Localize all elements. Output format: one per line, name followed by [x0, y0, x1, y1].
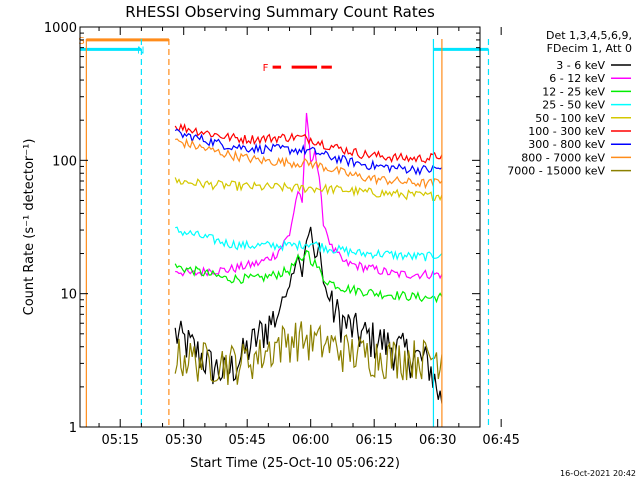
legend-label: 6 - 12 keV [549, 72, 605, 85]
series-line-7 [175, 137, 443, 190]
vline-layer [85, 39, 490, 427]
annotation-label: S [78, 36, 84, 47]
x-tick-label: 06:30 [419, 433, 456, 448]
annotation-layer: S N F [78, 36, 489, 74]
annotation-label: F [263, 63, 269, 74]
legend-label: 800 - 7000 keV [521, 151, 605, 164]
legend-label: 300 - 800 keV [528, 138, 605, 151]
annotation-label: N [137, 45, 144, 56]
legend: Det 1,3,4,5,6,9,FDecim 1, Att 0 3 - 6 keV… [507, 29, 632, 178]
series-layer [174, 112, 443, 404]
series-line-5 [174, 122, 443, 164]
x-tick-label: 05:30 [165, 433, 202, 448]
x-tick-label: 06:45 [482, 433, 519, 448]
legend-label: 12 - 25 keV [542, 85, 605, 98]
y-tick-label: 1000 [44, 21, 77, 36]
series-line-2 [174, 249, 443, 304]
y-tick-label: 1 [69, 421, 77, 436]
y-tick-label: 100 [52, 154, 77, 169]
x-tick-label: 05:15 [101, 433, 138, 448]
y-axis-label: Count Rate (s⁻¹ detector⁻¹) [22, 139, 37, 316]
legend-header: Det 1,3,4,5,6,9, [546, 29, 632, 42]
x-tick-label: 05:45 [228, 433, 265, 448]
legend-header: FDecim 1, Att 0 [547, 42, 632, 55]
legend-label: 50 - 100 keV [535, 112, 605, 125]
plot-frame [79, 26, 481, 428]
x-axis-label: Start Time (25-Oct-10 05:06:22) [190, 456, 400, 471]
footer-timestamp: 16-Oct-2021 20:42 [560, 469, 636, 478]
series-line-3 [175, 226, 443, 262]
series-line-4 [174, 177, 443, 202]
legend-label: 100 - 300 keV [528, 125, 605, 138]
chart-title: RHESSI Observing Summary Count Rates [125, 3, 435, 21]
legend-label: 3 - 6 keV [556, 59, 605, 72]
legend-label: 25 - 50 keV [542, 99, 605, 112]
x-tick-label: 06:00 [292, 433, 329, 448]
series-line-8 [174, 321, 443, 385]
y-tick-label: 10 [60, 288, 77, 303]
x-tick-label: 06:15 [355, 433, 392, 448]
y-axis: 1 10 100 1000 [44, 21, 480, 436]
x-axis: 05:15 05:30 05:45 06:00 06:15 06:30 06:45 [98, 27, 520, 448]
series-line-6 [174, 128, 443, 176]
legend-label: 7000 - 15000 keV [507, 165, 605, 178]
series-line-1 [175, 112, 443, 280]
